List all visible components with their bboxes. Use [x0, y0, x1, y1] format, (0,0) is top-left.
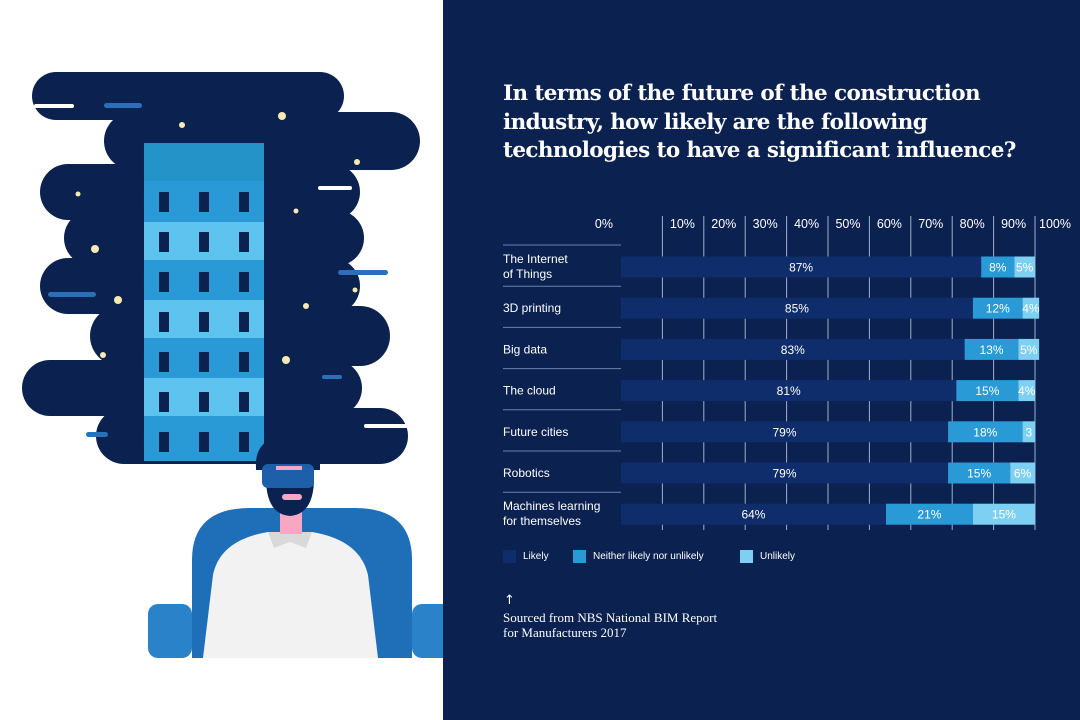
bar-value-label: 3 [1025, 425, 1032, 439]
bar-value-label: 13% [980, 343, 1004, 357]
bar-segment [621, 256, 982, 278]
bar-segment [621, 462, 949, 484]
up-arrow-icon: ↑ [504, 593, 515, 608]
bar-segment [981, 256, 1015, 278]
legend-item: Likely [503, 548, 549, 564]
category-label: Machines learning for themselves [503, 499, 600, 528]
category-label: The Internet of Things [503, 252, 568, 281]
bar-value-label: 4% [1022, 302, 1040, 316]
legend-label: Unlikely [760, 550, 796, 562]
x-tick-label: 40% [794, 217, 819, 231]
bar-value-label: 79% [773, 425, 797, 439]
source-note: Sourced from NBS National BIM Report for… [503, 610, 783, 640]
bar-value-label: 15% [975, 384, 999, 398]
x-tick-label: 90% [1001, 217, 1026, 231]
category-label: 3D printing [503, 301, 561, 315]
bar-value-label: 85% [785, 302, 809, 316]
bar-value-label: 81% [777, 384, 801, 398]
bar-value-label: 6% [1014, 467, 1032, 481]
category-label: Big data [503, 342, 547, 356]
source-line: for Manufacturers 2017 [503, 625, 627, 640]
x-tick-label: 60% [877, 217, 902, 231]
bar-segment [621, 421, 949, 443]
category-label: Future cities [503, 425, 568, 439]
legend-label: Neither likely nor unlikely [593, 550, 704, 562]
legend-item: Unlikely [740, 548, 795, 564]
bar-value-label: 87% [789, 261, 813, 275]
person [203, 436, 378, 658]
bar-segment [948, 462, 1011, 484]
bar-value-label: 15% [967, 467, 991, 481]
source-line: Sourced from NBS National BIM Report [503, 610, 718, 625]
bar-segment [964, 338, 1019, 360]
bar-segment [885, 503, 973, 525]
x-tick-label: 30% [753, 217, 778, 231]
bar-value-label: 4% [1018, 384, 1036, 398]
category-labels: The Internet of Things 3D printing Big data… [503, 252, 600, 528]
bar-segment [972, 503, 1035, 525]
bar-segment [956, 380, 1019, 402]
bar-value-label: 79% [773, 467, 797, 481]
legend-swatch [503, 549, 516, 563]
bar-value-label: 12% [986, 302, 1010, 316]
bar-segment [1022, 297, 1040, 319]
illustration-panel [0, 0, 443, 720]
bar-segment [621, 338, 965, 360]
category-label: Robotics [503, 466, 550, 480]
legend-label: Likely [523, 550, 549, 562]
legend-item: Neither likely nor unlikely [573, 548, 704, 564]
bar-value-label: 5% [1020, 343, 1038, 357]
chart-panel [443, 0, 1080, 720]
bar-segment [621, 297, 973, 319]
x-tick-label: 0% [595, 217, 613, 231]
x-tick-label: 20% [711, 217, 736, 231]
bar-value-label: 5% [1016, 261, 1034, 275]
x-tick-label: 50% [835, 217, 860, 231]
bar-value-label: 8% [989, 261, 1007, 275]
chart-title: In terms of the future of the constructi… [503, 81, 1016, 163]
x-tick-label: 70% [918, 217, 943, 231]
legend-swatch [740, 549, 753, 563]
bar-segment [1010, 462, 1035, 484]
bar-value-label: 18% [973, 425, 997, 439]
legend-swatch [573, 549, 586, 563]
bar-value-label: 83% [781, 343, 805, 357]
x-tick-label: 80% [960, 217, 985, 231]
bar-value-label: 21% [917, 508, 941, 522]
stars [75, 112, 360, 364]
category-label: The cloud [503, 384, 556, 398]
x-axis-ticks: 0% 10% 20% 30% 40% 50% 60% 70% 80% 90% 100% [595, 217, 1071, 231]
x-tick-label: 100% [1039, 217, 1071, 231]
x-tick-label: 10% [670, 217, 695, 231]
bar-value-label: 64% [741, 508, 765, 522]
bar-segment [1014, 256, 1035, 278]
bar-segment [1018, 380, 1035, 402]
cloud-streaks [34, 103, 408, 437]
vr-person-illustration [22, 72, 443, 658]
bar-segment [948, 421, 1023, 443]
bars: 87% 8% 5% 85% 12% 4% 83% 13% 5% 81% 15% 4% 79% 18% 3 79… [621, 256, 1040, 525]
bar-segment [1018, 338, 1040, 360]
bar-segment [621, 380, 957, 402]
bar-segment [621, 503, 886, 525]
bar-value-label: 15% [992, 508, 1016, 522]
bar-segment [1022, 421, 1035, 443]
building-icon [144, 143, 264, 461]
stacked-bar-chart: 0% 10% 20% 30% 40% 50% 60% 70% 80% 90% 100% 87% 8% 5… [503, 216, 1071, 530]
bar-segment [972, 297, 1023, 319]
